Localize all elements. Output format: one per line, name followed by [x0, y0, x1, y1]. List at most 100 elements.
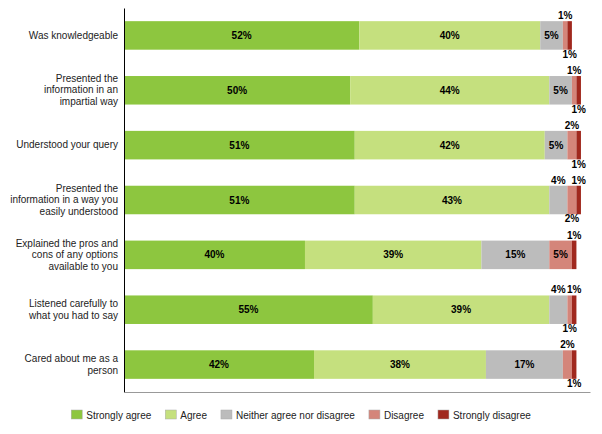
data-label: 39% [383, 249, 403, 260]
chart-container: Was knowledgeablePresented theinformatio… [0, 0, 602, 434]
legend-swatch [221, 410, 232, 419]
bar [373, 295, 549, 324]
data-label: 1% [567, 284, 582, 295]
data-label: 40% [204, 249, 224, 260]
legend-swatch [369, 410, 380, 419]
y-tick-label: Cared about me as aperson [25, 353, 119, 376]
data-label: 51% [229, 140, 249, 151]
data-label: 42% [209, 359, 229, 370]
data-label: 4% [551, 284, 566, 295]
data-label: 1% [571, 159, 586, 170]
legend-item: Disagree [369, 410, 424, 421]
bar [572, 76, 577, 105]
data-label: 1% [567, 230, 582, 241]
data-label: 5% [553, 249, 568, 260]
legend-swatch [165, 410, 176, 419]
y-tick: Was knowledgeable [29, 30, 119, 41]
bar [359, 21, 540, 50]
y-tick-label: Was knowledgeable [29, 30, 119, 41]
series-bars [305, 21, 549, 379]
y-tick: Understood your query [16, 139, 118, 150]
data-label: 52% [232, 30, 252, 41]
legend-label: Strongly disagree [453, 410, 531, 421]
y-tick-label: Understood your query [16, 139, 118, 150]
bar [350, 76, 549, 105]
bar [567, 131, 576, 160]
bar [314, 350, 486, 379]
series-bars [481, 21, 571, 379]
y-tick-label-line: information in an [44, 84, 118, 95]
data-label: 1% [558, 10, 573, 21]
bar [124, 350, 314, 379]
y-tick-label-line: available to you [49, 261, 119, 272]
y-tick-label-line: easily understood [40, 206, 118, 217]
bar [549, 186, 567, 215]
bar [567, 21, 572, 50]
y-tick-label: Presented theinformation in animpartial … [44, 73, 118, 107]
data-label: 1% [567, 378, 582, 389]
y-tick: Presented theinformation in animpartial … [44, 73, 118, 107]
legend-label: Strongly agree [86, 410, 151, 421]
bar [540, 21, 563, 50]
y-tick-label: Listened carefully towhat you had to say [28, 298, 118, 321]
bar [305, 241, 481, 270]
bar [486, 350, 563, 379]
data-label: 4% [551, 175, 566, 186]
chart-svg: Was knowledgeablePresented theinformatio… [0, 0, 602, 434]
data-label: 15% [505, 249, 525, 260]
data-label: 55% [238, 304, 258, 315]
bar [572, 350, 577, 379]
legend-item: Strongly agree [71, 410, 151, 421]
data-label: 17% [514, 359, 534, 370]
y-tick-label: Presented theinformation in a way youeas… [10, 183, 118, 217]
y-tick-label-line: Presented the [56, 73, 119, 84]
data-label: 1% [571, 104, 586, 115]
bar [567, 295, 572, 324]
bar [124, 295, 373, 324]
data-label: 51% [229, 195, 249, 206]
x-axis-domain [125, 392, 591, 393]
legend-label: Neither agree nor disagree [236, 410, 355, 421]
y-tick-label-line: Presented the [56, 183, 119, 194]
data-label: 43% [442, 195, 462, 206]
series-bars [124, 21, 373, 379]
y-tick-label-line: impartial way [60, 96, 118, 107]
data-label: 1% [562, 323, 577, 334]
y-tick-label: Explained the pros andcons of any option… [16, 238, 118, 272]
y-tick: Presented theinformation in a way youeas… [10, 183, 118, 217]
data-label: 40% [440, 30, 460, 41]
y-tick: Explained the pros andcons of any option… [16, 238, 118, 272]
bar [549, 295, 567, 324]
data-label: 42% [440, 140, 460, 151]
bar [576, 186, 581, 215]
legend: Strongly agree Agree Neither agree nor dis… [71, 410, 531, 421]
legend-item: Strongly disagree [438, 410, 531, 421]
bar [563, 350, 572, 379]
data-label: 2% [565, 120, 580, 131]
data-label: 38% [390, 359, 410, 370]
data-labels: 52%50%51%51%40%55%42%40%44%42%43%39%39%3… [204, 10, 586, 389]
bar [572, 295, 577, 324]
x-axis [125, 392, 591, 393]
bar [481, 241, 549, 270]
data-label: 39% [451, 304, 471, 315]
y-tick-label-line: information in a way you [10, 194, 118, 205]
legend-label: Agree [180, 410, 207, 421]
bar [576, 76, 581, 105]
data-label: 5% [549, 140, 564, 151]
y-tick-label-line: cons of any options [32, 249, 118, 260]
bar [355, 131, 545, 160]
y-tick-label-line: Cared about me as a [25, 353, 119, 364]
y-tick-label-line: Explained the pros and [16, 238, 118, 249]
data-label: 44% [440, 85, 460, 96]
legend-swatch [438, 410, 449, 419]
data-label: 2% [565, 213, 580, 224]
bar [124, 186, 355, 215]
bar [572, 241, 577, 270]
data-label: 1% [571, 175, 586, 186]
legend-item: Neither agree nor disagree [221, 410, 355, 421]
legend-swatch [71, 410, 82, 419]
y-tick-label-line: Was knowledgeable [29, 30, 119, 41]
y-tick: Cared about me as aperson [25, 353, 119, 376]
bar [124, 131, 355, 160]
